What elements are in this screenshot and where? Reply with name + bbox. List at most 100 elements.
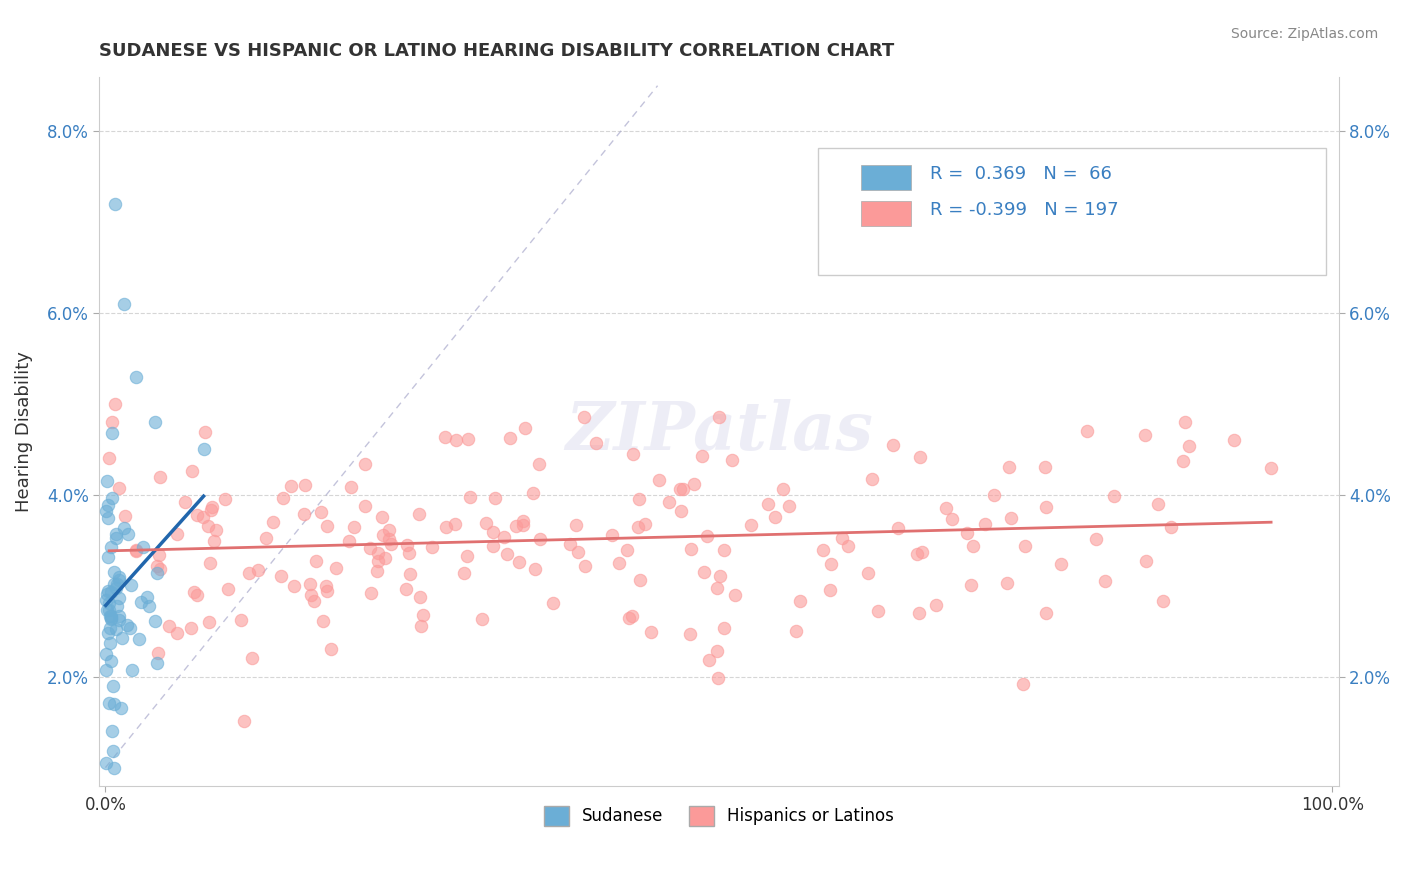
Hispanics or Latinos: [495, 547, 517, 561]
Sudanese: [125, 369, 148, 384]
Hispanics or Latinos: [696, 529, 718, 543]
Hispanics or Latinos: [1152, 594, 1174, 608]
Hispanics or Latinos: [572, 409, 595, 424]
Hispanics or Latinos: [627, 520, 650, 534]
Hispanics or Latinos: [148, 548, 170, 562]
Hispanics or Latinos: [494, 530, 516, 544]
Hispanics or Latinos: [378, 532, 401, 546]
Hispanics or Latinos: [772, 483, 794, 497]
Hispanics or Latinos: [669, 483, 692, 497]
Hispanics or Latinos: [512, 517, 534, 532]
Sudanese: [96, 587, 118, 601]
Hispanics or Latinos: [607, 556, 630, 570]
Hispanics or Latinos: [706, 582, 728, 596]
Sudanese: [104, 531, 127, 545]
Hispanics or Latinos: [475, 516, 498, 530]
Hispanics or Latinos: [1135, 428, 1157, 442]
Sudanese: [97, 498, 120, 512]
Hispanics or Latinos: [628, 492, 651, 507]
Sudanese: [94, 647, 117, 661]
Hispanics or Latinos: [1012, 677, 1035, 691]
Sudanese: [107, 591, 129, 605]
Hispanics or Latinos: [294, 478, 316, 492]
Hispanics or Latinos: [721, 452, 744, 467]
Sudanese: [97, 550, 120, 565]
Hispanics or Latinos: [882, 438, 904, 452]
Hispanics or Latinos: [340, 479, 363, 493]
Hispanics or Latinos: [983, 488, 1005, 502]
Sudanese: [100, 609, 122, 624]
Hispanics or Latinos: [104, 397, 127, 411]
Sudanese: [101, 425, 124, 440]
Hispanics or Latinos: [108, 481, 131, 495]
Sudanese: [143, 614, 166, 628]
Hispanics or Latinos: [1014, 539, 1036, 553]
Hispanics or Latinos: [444, 434, 467, 448]
Hispanics or Latinos: [434, 520, 457, 534]
Hispanics or Latinos: [585, 436, 607, 450]
Hispanics or Latinos: [740, 518, 762, 533]
Hispanics or Latinos: [354, 500, 377, 514]
Hispanics or Latinos: [409, 619, 432, 633]
Sudanese: [100, 611, 122, 625]
Hispanics or Latinos: [100, 415, 122, 429]
Hispanics or Latinos: [380, 537, 402, 551]
Hispanics or Latinos: [263, 515, 285, 529]
Hispanics or Latinos: [911, 545, 934, 559]
Hispanics or Latinos: [692, 449, 714, 463]
Hispanics or Latinos: [1135, 554, 1157, 568]
Hispanics or Latinos: [360, 586, 382, 600]
Hispanics or Latinos: [1160, 519, 1182, 533]
Hispanics or Latinos: [114, 508, 136, 523]
Hispanics or Latinos: [1050, 557, 1073, 571]
Text: R = -0.399   N = 197: R = -0.399 N = 197: [929, 201, 1118, 219]
Hispanics or Latinos: [709, 569, 731, 583]
Text: SUDANESE VS HISPANIC OR LATINO HEARING DISABILITY CORRELATION CHART: SUDANESE VS HISPANIC OR LATINO HEARING D…: [100, 42, 894, 60]
FancyBboxPatch shape: [862, 201, 911, 226]
Hispanics or Latinos: [513, 421, 536, 435]
Sudanese: [120, 578, 142, 592]
Hispanics or Latinos: [183, 585, 205, 599]
Hispanics or Latinos: [174, 495, 197, 509]
Hispanics or Latinos: [166, 526, 188, 541]
Hispanics or Latinos: [905, 547, 928, 561]
Hispanics or Latinos: [973, 516, 995, 531]
Hispanics or Latinos: [354, 457, 377, 471]
Hispanics or Latinos: [941, 512, 963, 526]
Sudanese: [97, 583, 120, 598]
Hispanics or Latinos: [709, 410, 731, 425]
Hispanics or Latinos: [831, 531, 853, 545]
Hispanics or Latinos: [200, 500, 222, 515]
Hispanics or Latinos: [998, 459, 1021, 474]
Sudanese: [101, 679, 124, 693]
Hispanics or Latinos: [366, 565, 388, 579]
Hispanics or Latinos: [1174, 415, 1197, 429]
Sudanese: [108, 573, 131, 587]
Hispanics or Latinos: [602, 527, 624, 541]
Text: R =  0.369   N =  66: R = 0.369 N = 66: [929, 165, 1112, 184]
Sudanese: [100, 540, 122, 554]
Hispanics or Latinos: [299, 588, 322, 602]
Hispanics or Latinos: [367, 546, 389, 560]
Sudanese: [138, 599, 160, 614]
Hispanics or Latinos: [785, 624, 807, 638]
Hispanics or Latinos: [908, 450, 931, 465]
Sudanese: [101, 744, 124, 758]
Hispanics or Latinos: [200, 503, 222, 517]
Hispanics or Latinos: [233, 714, 256, 728]
Sudanese: [94, 593, 117, 607]
Sudanese: [108, 613, 131, 627]
Hispanics or Latinos: [484, 491, 506, 506]
Sudanese: [97, 596, 120, 610]
Hispanics or Latinos: [697, 653, 720, 667]
Hispanics or Latinos: [325, 561, 347, 575]
Sudanese: [112, 521, 135, 535]
Sudanese: [108, 570, 131, 584]
Hispanics or Latinos: [186, 588, 208, 602]
Sudanese: [97, 626, 120, 640]
Sudanese: [100, 584, 122, 599]
Hispanics or Latinos: [471, 612, 494, 626]
Hispanics or Latinos: [399, 566, 422, 581]
Hispanics or Latinos: [565, 518, 588, 533]
Hispanics or Latinos: [621, 609, 644, 624]
